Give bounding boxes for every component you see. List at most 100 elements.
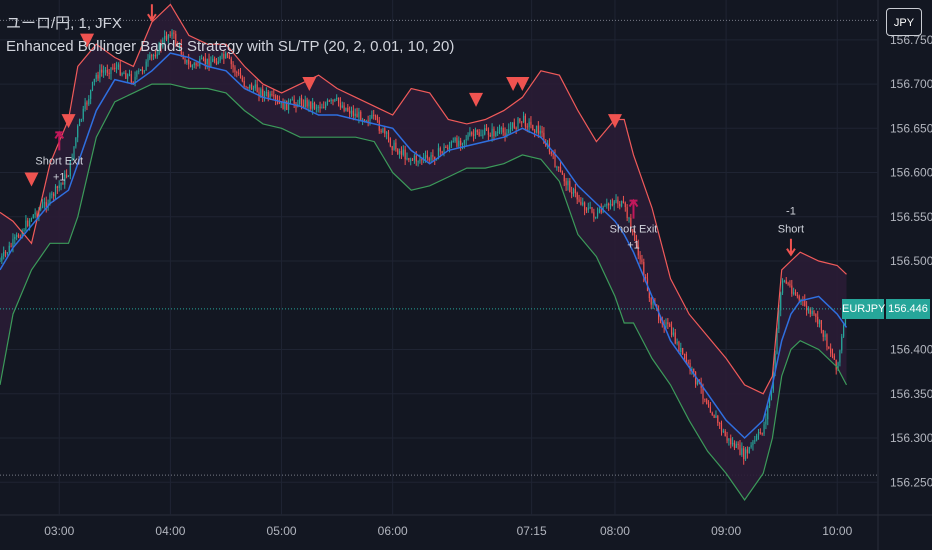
candle-body <box>349 110 351 114</box>
candle-body <box>62 182 64 185</box>
candle-body <box>408 158 410 161</box>
upper-band-line <box>0 3 847 395</box>
candle-body <box>363 119 366 122</box>
candle-body <box>158 43 160 55</box>
candle-body <box>258 92 260 96</box>
candle-body <box>402 149 404 155</box>
candle-body <box>103 71 105 73</box>
last-price-symbol: EURJPY <box>842 299 885 319</box>
candle-body <box>165 35 168 40</box>
candle-body <box>313 102 316 108</box>
candle-body <box>114 67 116 69</box>
candle-body <box>226 53 229 57</box>
candle-body <box>387 132 390 139</box>
candle-body <box>676 341 678 344</box>
candle-body <box>787 283 789 285</box>
candle-body <box>93 78 95 82</box>
candle-body <box>30 218 33 221</box>
candle-body <box>600 209 602 213</box>
candle-body <box>443 146 445 153</box>
candle-body <box>145 61 147 71</box>
candle-body <box>447 147 449 150</box>
candle-body <box>90 90 92 99</box>
candle-body <box>362 119 364 122</box>
candle-body <box>502 127 504 133</box>
y-tick-label: 156.250 <box>890 475 932 489</box>
candle-body <box>706 399 708 405</box>
candle-body <box>251 84 253 90</box>
candle-body <box>147 58 149 62</box>
candle-body <box>29 220 31 226</box>
candle-body <box>43 202 45 204</box>
candle-body <box>685 353 687 363</box>
candle-body <box>448 145 451 150</box>
candle-body <box>473 134 475 136</box>
candle-body <box>108 72 110 74</box>
study-title[interactable]: Enhanced Bollinger Bands Strategy with S… <box>6 38 455 55</box>
candle-body <box>175 33 177 44</box>
candle-body <box>12 238 14 247</box>
candle-body <box>650 298 652 305</box>
candle-body <box>746 449 748 454</box>
candle-body <box>450 141 452 146</box>
candle-body <box>841 336 843 351</box>
candle-body <box>757 431 760 436</box>
candle-body <box>828 346 830 349</box>
candle-body <box>10 245 12 247</box>
candle-body <box>497 131 499 133</box>
candle-body <box>615 199 617 202</box>
candle-body <box>410 159 412 161</box>
candle-body <box>230 58 232 65</box>
candle-body <box>439 148 441 152</box>
candle-body <box>178 44 181 46</box>
candle-body <box>593 212 595 218</box>
entry-label: -1 <box>786 206 796 218</box>
candle-body <box>19 237 21 239</box>
candle-body <box>350 110 353 114</box>
sell-signal-triangle <box>24 172 39 187</box>
candle-body <box>315 107 317 109</box>
candle-body <box>574 189 576 194</box>
candle-body <box>445 146 447 148</box>
candle-body <box>154 55 156 57</box>
candle-body <box>813 311 815 314</box>
candle-body <box>545 143 547 146</box>
entry-arrow <box>147 4 157 23</box>
candle-body <box>334 99 336 102</box>
candle-body <box>428 158 430 161</box>
candle-body <box>16 234 18 237</box>
candle-body <box>308 101 310 107</box>
candle-body <box>241 77 243 81</box>
x-tick-label: 09:00 <box>711 524 741 538</box>
candle-body <box>619 203 621 207</box>
candle-body <box>780 292 782 311</box>
candle-body <box>467 135 469 140</box>
candle-body <box>300 98 303 105</box>
candle-body <box>201 58 203 60</box>
candle-body <box>400 151 403 155</box>
candle-body <box>665 322 667 328</box>
candle-body <box>115 67 118 69</box>
candle-body <box>280 102 282 104</box>
candle-body <box>558 166 560 168</box>
x-tick-label: 10:00 <box>822 524 852 538</box>
candle-body <box>776 328 778 354</box>
currency-button[interactable]: JPY <box>886 8 922 36</box>
candle-body <box>461 143 464 145</box>
candle-body <box>134 76 136 83</box>
candle-body <box>14 236 16 239</box>
candle-body <box>822 330 824 337</box>
candle-body <box>515 127 517 129</box>
candle-body <box>169 34 171 36</box>
candle-body <box>125 73 127 79</box>
candle-body <box>238 72 240 74</box>
candle-body <box>132 82 134 84</box>
candle-body <box>373 114 375 116</box>
candle-body <box>228 56 230 59</box>
entry-arrow <box>786 238 796 257</box>
candle-body <box>286 100 288 110</box>
candle-body <box>730 438 732 445</box>
candle-body <box>339 102 341 108</box>
candle-body <box>206 58 208 65</box>
